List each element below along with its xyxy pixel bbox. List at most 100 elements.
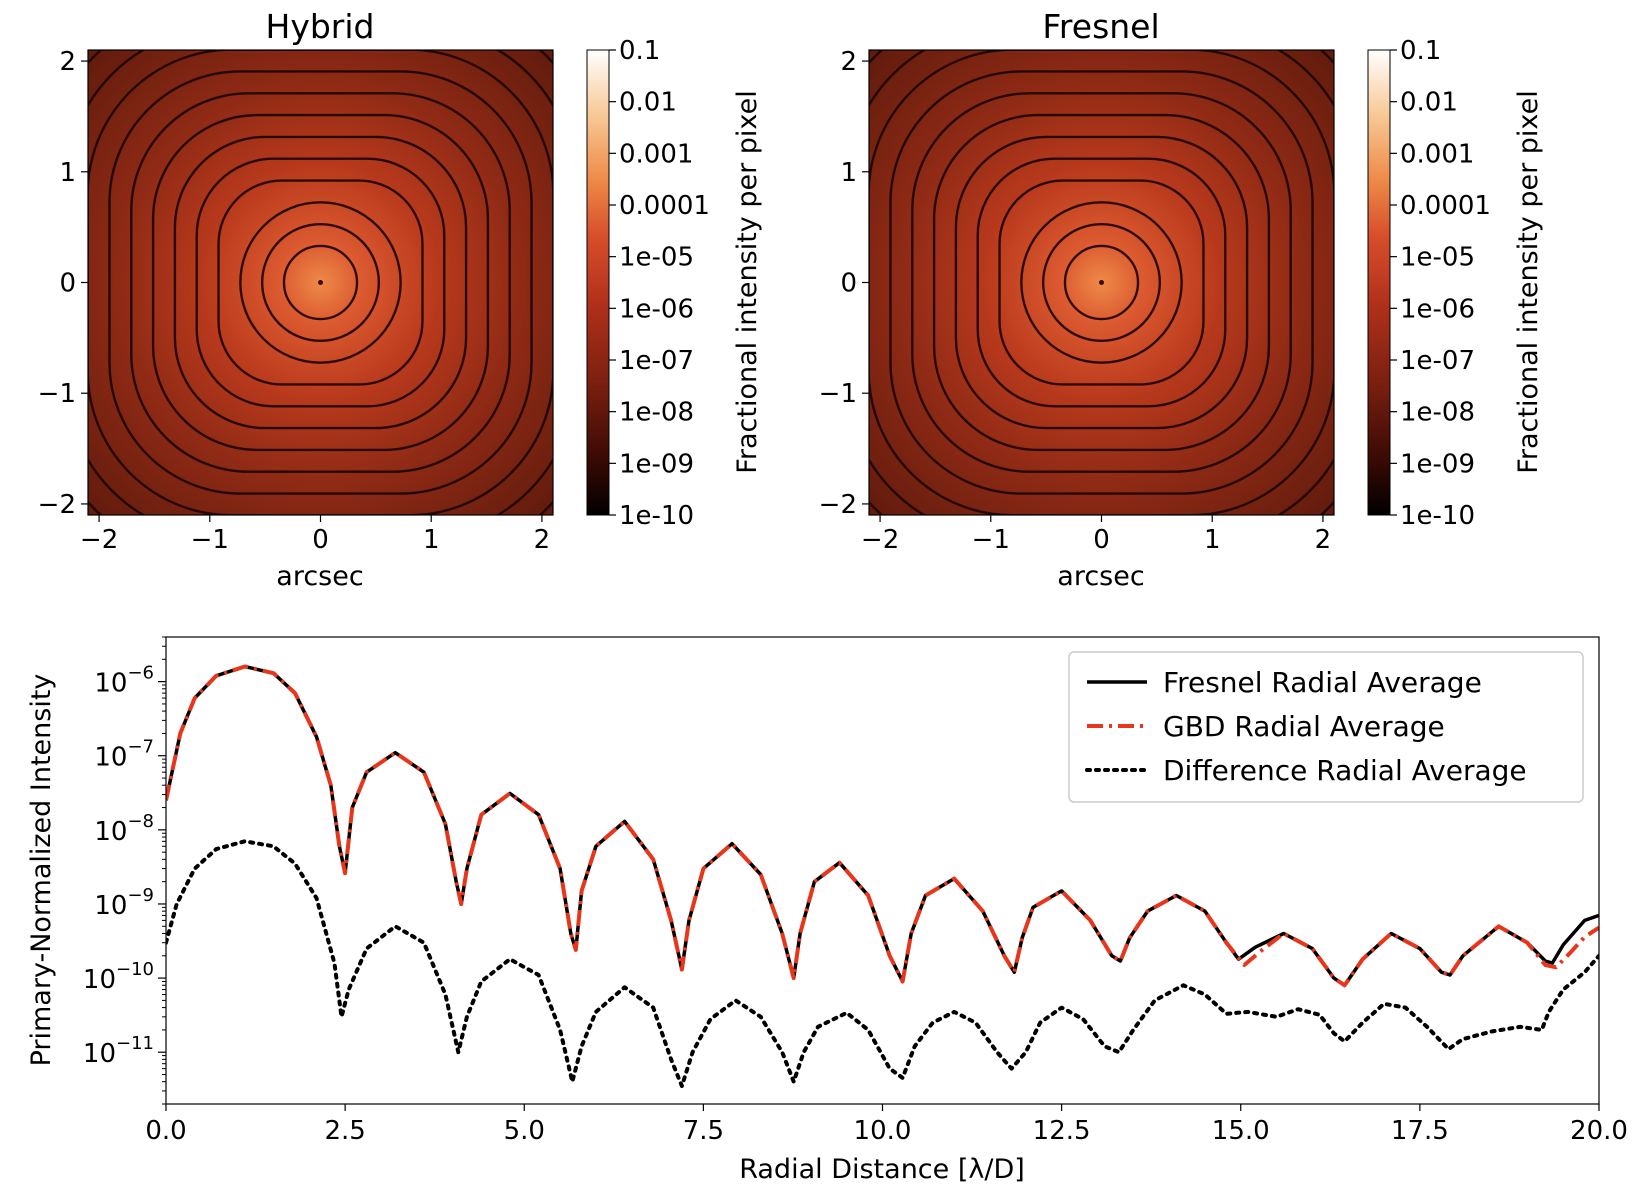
colorbar-tick-label: 1e-05 bbox=[1400, 243, 1475, 273]
legend-label: GBD Radial Average bbox=[1163, 710, 1445, 743]
heatmap-fresnel-rings bbox=[869, 50, 1334, 515]
diffraction-ring bbox=[195, 157, 446, 408]
diffraction-ring bbox=[976, 157, 1227, 408]
colorbar-tick-label: 0.1 bbox=[619, 36, 660, 66]
radial-average-x-label: Radial Distance [λ/D] bbox=[739, 1154, 1025, 1185]
diffraction-ring bbox=[932, 113, 1271, 452]
x-tick-label: 1 bbox=[1204, 525, 1221, 555]
y-tick-label: 0 bbox=[59, 269, 76, 299]
x-tick-label: 0 bbox=[1093, 525, 1110, 555]
heatmap-fresnel-x-label: arcsec bbox=[1057, 561, 1144, 592]
x-tick-label: −1 bbox=[972, 525, 1010, 555]
radial-average-chart: 0.0 2.5 5.0 7.5 10.0 12.5 15.0 17.5 20.0 10−6 10−… bbox=[26, 636, 1628, 1185]
x-tick-label: 15.0 bbox=[1212, 1116, 1270, 1146]
heatmap-fresnel-x-ticks: −2 −1 0 1 2 bbox=[861, 515, 1331, 555]
colorbar-tick-label: 1e-06 bbox=[619, 294, 694, 324]
colorbar-hybrid-label: Fractional intensity per pixel bbox=[732, 90, 763, 473]
diffraction-ring bbox=[911, 92, 1292, 473]
colorbar-tick-label: 1e-10 bbox=[1400, 501, 1475, 531]
heatmap-hybrid-title: Hybrid bbox=[266, 7, 375, 46]
y-tick-label: 1 bbox=[59, 158, 76, 188]
colorbar-fresnel-ticks: 0.1 0.01 0.001 0.0001 1e-05 1e-06 1e-07 1e-08 1e… bbox=[1390, 36, 1491, 531]
colorbar-tick-label: 1e-09 bbox=[619, 449, 694, 479]
y-tick-label: 1 bbox=[840, 158, 857, 188]
x-tick-label: 7.5 bbox=[683, 1116, 724, 1146]
radial-average-legend: Fresnel Radial Average GBD Radial Average… bbox=[1068, 651, 1584, 803]
diffraction-ring bbox=[173, 135, 468, 430]
heatmap-hybrid-x-ticks: −2 −1 0 1 2 bbox=[80, 515, 550, 555]
x-tick-label: 2.5 bbox=[324, 1116, 365, 1146]
x-tick-label: 17.5 bbox=[1391, 1116, 1449, 1146]
colorbar-tick-label: 1e-08 bbox=[1400, 398, 1475, 428]
colorbar-tick-label: 1e-07 bbox=[619, 346, 694, 376]
heatmap-hybrid-x-label: arcsec bbox=[276, 561, 363, 592]
heatmap-fresnel-y-ticks: −2 −1 0 1 2 bbox=[819, 47, 869, 520]
x-tick-label: 1 bbox=[423, 525, 440, 555]
heatmap-hybrid-y-ticks: −2 −1 0 1 2 bbox=[38, 47, 88, 520]
radial-average-x-ticks: 0.0 2.5 5.0 7.5 10.0 12.5 15.0 17.5 20.0 bbox=[145, 1104, 1628, 1146]
diffraction-ring bbox=[1020, 201, 1183, 364]
heatmap-fresnel-title: Fresnel bbox=[1042, 7, 1159, 46]
x-tick-label: 0 bbox=[312, 525, 329, 555]
y-tick-label: 10−6 bbox=[94, 663, 154, 699]
heatmap-hybrid: Hybrid −2 −1 0 1 2 −2 −1 0 1 2 arcsec 0.1 0.01 0.0… bbox=[38, 7, 763, 592]
x-tick-label: −2 bbox=[80, 525, 118, 555]
psf-center-dot bbox=[318, 280, 323, 285]
radial-average-y-label: Primary-Normalized Intensity bbox=[26, 674, 57, 1067]
colorbar-tick-label: 0.0001 bbox=[1400, 191, 1491, 221]
colorbar-hybrid-ticks: 0.1 0.01 0.001 0.0001 1e-05 1e-06 1e-07 1e-08 1e… bbox=[609, 36, 710, 531]
colorbar-tick-label: 1e-06 bbox=[1400, 294, 1475, 324]
legend-frame bbox=[1068, 651, 1584, 803]
colorbar-tick-label: 0.0001 bbox=[619, 191, 710, 221]
heatmap-hybrid-rings bbox=[88, 50, 553, 515]
radial-average-series bbox=[166, 664, 1599, 1088]
x-tick-label: 5.0 bbox=[504, 1116, 545, 1146]
y-tick-label: 10−7 bbox=[94, 737, 154, 773]
colorbar-tick-label: 1e-08 bbox=[619, 398, 694, 428]
diffraction-ring bbox=[260, 222, 381, 343]
diffraction-ring bbox=[151, 113, 490, 452]
y-tick-label: 0 bbox=[840, 269, 857, 299]
colorbar-tick-label: 0.01 bbox=[619, 88, 677, 118]
y-tick-label: 10−11 bbox=[83, 1033, 154, 1069]
colorbar-hybrid bbox=[586, 49, 610, 516]
diffraction-ring bbox=[239, 201, 402, 364]
y-tick-label: −1 bbox=[38, 379, 76, 409]
colorbar-tick-label: 0.001 bbox=[619, 139, 693, 169]
y-tick-label: −1 bbox=[819, 379, 857, 409]
y-tick-label: 10−8 bbox=[94, 811, 154, 847]
x-tick-label: 0.0 bbox=[145, 1116, 186, 1146]
y-tick-label: 2 bbox=[59, 47, 76, 77]
diffraction-ring bbox=[1063, 244, 1140, 321]
y-tick-label: 2 bbox=[840, 47, 857, 77]
series-line-difference-radial-average bbox=[166, 839, 1599, 1088]
x-tick-label: 2 bbox=[1315, 525, 1332, 555]
x-tick-label: 10.0 bbox=[854, 1116, 912, 1146]
colorbar-tick-label: 1e-07 bbox=[1400, 346, 1475, 376]
x-tick-label: 12.5 bbox=[1033, 1116, 1091, 1146]
x-tick-label: −2 bbox=[861, 525, 899, 555]
legend-label: Difference Radial Average bbox=[1163, 754, 1527, 787]
y-tick-label: −2 bbox=[38, 490, 76, 520]
legend-label: Fresnel Radial Average bbox=[1163, 666, 1482, 699]
diffraction-ring bbox=[1041, 222, 1162, 343]
colorbar-tick-label: 1e-09 bbox=[1400, 449, 1475, 479]
diffraction-ring bbox=[889, 70, 1314, 495]
y-tick-label: −2 bbox=[819, 490, 857, 520]
series-line-gbd-radial-average bbox=[166, 664, 1599, 988]
colorbar-tick-label: 0.1 bbox=[1400, 36, 1441, 66]
psf-center-dot bbox=[1099, 280, 1104, 285]
diffraction-ring bbox=[954, 135, 1249, 430]
colorbar-tick-label: 0.01 bbox=[1400, 88, 1458, 118]
x-tick-label: 20.0 bbox=[1570, 1116, 1628, 1146]
y-tick-label: 10−9 bbox=[94, 885, 154, 921]
diffraction-ring bbox=[282, 244, 359, 321]
diffraction-ring bbox=[217, 179, 424, 386]
colorbar-tick-label: 0.001 bbox=[1400, 139, 1474, 169]
diffraction-ring bbox=[130, 92, 511, 473]
x-tick-label: 2 bbox=[534, 525, 551, 555]
y-tick-label: 10−10 bbox=[83, 959, 154, 995]
colorbar-tick-label: 1e-10 bbox=[619, 501, 694, 531]
